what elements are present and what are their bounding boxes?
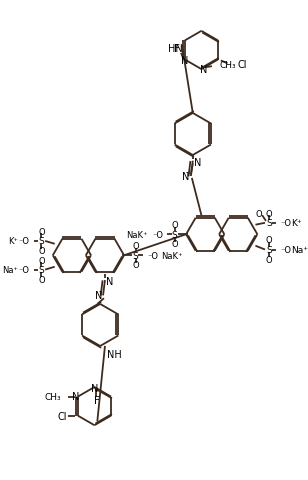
Text: NaK⁺: NaK⁺ (161, 251, 183, 260)
Text: O: O (38, 275, 45, 284)
Text: Na⁺: Na⁺ (2, 265, 18, 275)
Text: F: F (174, 44, 180, 54)
Text: NH: NH (107, 349, 122, 359)
Text: N: N (91, 383, 98, 393)
Text: N: N (106, 276, 113, 287)
Text: N: N (200, 65, 207, 75)
Text: ⁻O: ⁻O (280, 219, 291, 228)
Text: Ṅ: Ṅ (182, 172, 190, 181)
Text: ⁻O: ⁻O (152, 230, 163, 239)
Text: K⁺: K⁺ (8, 237, 18, 246)
Text: Cl: Cl (237, 60, 246, 70)
Text: F: F (94, 396, 100, 406)
Text: ⁻O: ⁻O (19, 265, 30, 275)
Text: Na⁺: Na⁺ (291, 245, 308, 254)
Text: ⁻O: ⁻O (280, 245, 291, 254)
Text: NaK⁺: NaK⁺ (126, 230, 148, 239)
Text: S: S (38, 265, 44, 275)
Text: Ṅ: Ṅ (95, 291, 102, 301)
Text: O: O (38, 256, 45, 265)
Text: O: O (265, 236, 272, 245)
Text: N: N (181, 56, 188, 66)
Text: O: O (132, 242, 139, 251)
Text: O: O (171, 240, 178, 249)
Text: O: O (132, 261, 139, 270)
Text: HN: HN (168, 44, 183, 54)
Text: S: S (266, 245, 272, 254)
Text: O: O (265, 209, 272, 218)
Text: O: O (171, 221, 178, 230)
Text: ⁻O: ⁻O (147, 251, 158, 260)
Text: Cl: Cl (58, 411, 67, 421)
Text: O: O (38, 228, 45, 236)
Text: N: N (72, 391, 80, 401)
Text: O: O (265, 255, 272, 264)
Text: S: S (38, 237, 44, 246)
Text: N: N (194, 157, 201, 168)
Text: CH₃: CH₃ (44, 392, 61, 401)
Text: ⁻O: ⁻O (19, 237, 30, 246)
Text: S: S (172, 230, 177, 239)
Text: S: S (266, 219, 272, 228)
Text: K⁺: K⁺ (291, 219, 302, 228)
Text: CH₃: CH₃ (220, 60, 236, 70)
Text: O: O (256, 209, 263, 218)
Text: S: S (133, 251, 138, 260)
Text: O: O (38, 246, 45, 255)
